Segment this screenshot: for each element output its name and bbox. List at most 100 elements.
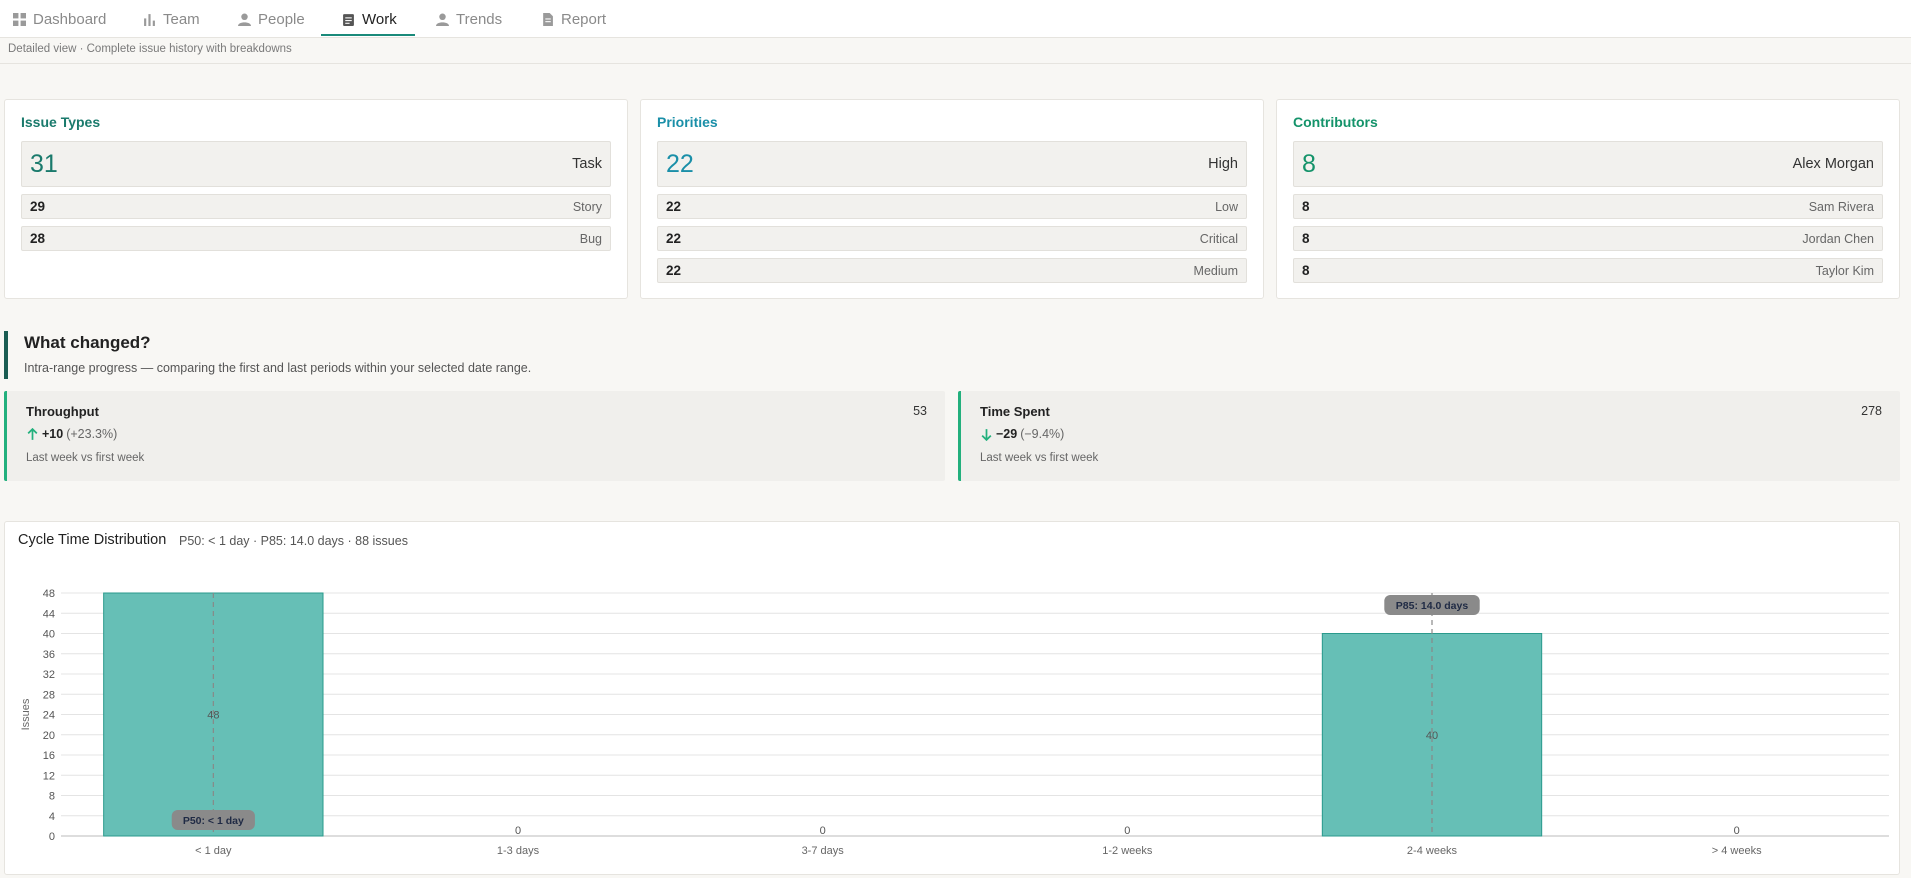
y-tick-label: 4 <box>49 811 55 823</box>
breakdown-row: 8 Alex Morgan <box>1293 141 1883 187</box>
card-title: Priorities <box>657 114 718 130</box>
breakdown-row: 29 Story <box>21 194 611 219</box>
top-nav: Dashboard Team People Work Trends Report <box>0 0 1911 38</box>
breakdown-row: 22 Low <box>657 194 1247 219</box>
grid-icon <box>13 12 26 26</box>
card-title: Contributors <box>1293 114 1378 130</box>
delta-percent: (−9.4%) <box>1020 427 1065 441</box>
bar-value-label: 0 <box>1734 825 1740 837</box>
contributors-card: Contributors 8 Alex Morgan 8 Sam Rivera … <box>1276 99 1900 299</box>
metric-note: Last week vs first week <box>980 452 1099 464</box>
y-tick-label: 44 <box>43 608 55 620</box>
row-label: Alex Morgan <box>1792 156 1874 172</box>
breakdown-row: 22 Critical <box>657 226 1247 251</box>
page-subtitle: Detailed view · Complete issue history w… <box>8 43 292 55</box>
x-tick-label: 3-7 days <box>802 845 845 857</box>
tab-label: Work <box>362 10 397 28</box>
breakdown-row: 31 Task <box>21 141 611 187</box>
breakdown-row: 8 Sam Rivera <box>1293 194 1883 219</box>
person-icon <box>436 13 449 26</box>
chart-title: Cycle Time Distribution <box>18 532 167 548</box>
arrow-down-icon <box>981 428 992 441</box>
y-tick-label: 48 <box>43 588 55 600</box>
section-accent-bar <box>4 331 8 379</box>
row-count: 22 <box>666 199 682 214</box>
x-tick-label: 1-2 weeks <box>1102 845 1153 857</box>
breakdown-row: 8 Jordan Chen <box>1293 226 1883 251</box>
breakdown-row: 8 Taylor Kim <box>1293 258 1883 283</box>
percentile-marker-badge <box>1384 595 1480 615</box>
x-tick-label: > 4 weeks <box>1712 845 1762 857</box>
metric-note: Last week vs first week <box>26 452 145 464</box>
breakdown-row: 28 Bug <box>21 226 611 251</box>
row-count: 22 <box>666 263 682 278</box>
tab-team[interactable]: Team <box>143 0 200 38</box>
row-label: Story <box>572 199 602 214</box>
x-tick-label: < 1 day <box>195 845 232 857</box>
delta-percent: (+23.3%) <box>66 427 118 441</box>
y-tick-label: 0 <box>49 831 55 843</box>
y-tick-label: 24 <box>43 710 55 722</box>
row-count: 28 <box>30 231 46 246</box>
row-label: Bug <box>579 231 602 246</box>
breakdown-row: 22 Medium <box>657 258 1247 283</box>
metric-value: 53 <box>913 404 927 418</box>
row-label: Taylor Kim <box>1815 263 1874 278</box>
row-label: High <box>1208 156 1238 172</box>
tab-trends[interactable]: Trends <box>436 0 502 38</box>
x-tick-label: 2-4 weeks <box>1407 845 1458 857</box>
row-count: 8 <box>1302 199 1310 214</box>
metric-name: Throughput <box>26 404 99 419</box>
bar-value-label: 0 <box>820 825 826 837</box>
tab-report[interactable]: Report <box>541 0 606 38</box>
clipboard-icon <box>343 13 354 26</box>
tab-work[interactable]: Work <box>342 0 397 38</box>
row-count: 22 <box>666 149 694 178</box>
bar-value-label: 40 <box>1426 730 1438 742</box>
tab-label: Trends <box>456 10 503 28</box>
throughput-metric-card: Throughput 53 +10 (+23.3%) Last week vs … <box>4 391 945 481</box>
y-tick-label: 36 <box>43 649 55 661</box>
metric-name: Time Spent <box>980 404 1050 419</box>
row-count: 29 <box>30 199 46 214</box>
issue-types-card: Issue Types 31 Task 29 Story 28 Bug <box>4 99 628 299</box>
y-tick-label: 20 <box>43 730 55 742</box>
metric-value: 278 <box>1861 404 1882 418</box>
bar-value-label: 48 <box>207 710 219 722</box>
divider <box>0 63 1911 64</box>
breakdown-row: 22 High <box>657 141 1247 187</box>
metric-delta: +10 (+23.3%) <box>26 427 117 441</box>
percentile-marker-label: P85: 14.0 days <box>1396 600 1469 612</box>
arrow-up-icon <box>27 427 38 440</box>
delta-value: +10 <box>42 427 64 441</box>
row-count: 31 <box>30 149 58 178</box>
percentile-marker-label: P50: < 1 day <box>183 815 244 827</box>
tab-label: Team <box>163 10 200 28</box>
row-label: Sam Rivera <box>1808 199 1874 214</box>
time-spent-metric-card: Time Spent 278 −29 (−9.4%) Last week vs … <box>958 391 1900 481</box>
section-description: Intra-range progress — comparing the fir… <box>24 361 532 375</box>
person-icon <box>238 13 251 26</box>
row-label: Low <box>1215 199 1238 214</box>
tab-dashboard[interactable]: Dashboard <box>13 0 106 38</box>
card-title: Issue Types <box>21 114 101 130</box>
tab-label: Report <box>561 10 607 28</box>
y-axis-label: Issues <box>20 698 32 730</box>
row-count: 8 <box>1302 263 1310 278</box>
y-tick-label: 28 <box>43 689 55 701</box>
y-tick-label: 8 <box>49 791 55 803</box>
percentile-marker-badge <box>171 810 255 830</box>
priorities-card: Priorities 22 High 22 Low 22 Critical 22… <box>640 99 1264 299</box>
active-tab-indicator <box>321 34 415 36</box>
y-tick-label: 12 <box>43 770 55 782</box>
chart-subtitle: P50: < 1 day · P85: 14.0 days · 88 issue… <box>179 534 408 548</box>
row-label: Medium <box>1193 263 1238 278</box>
tab-people[interactable]: People <box>238 0 305 38</box>
tab-label: Dashboard <box>33 10 107 28</box>
document-icon <box>543 12 553 26</box>
delta-value: −29 <box>996 427 1018 441</box>
row-count: 22 <box>666 231 682 246</box>
y-tick-label: 32 <box>43 669 55 681</box>
row-label: Critical <box>1199 231 1238 246</box>
